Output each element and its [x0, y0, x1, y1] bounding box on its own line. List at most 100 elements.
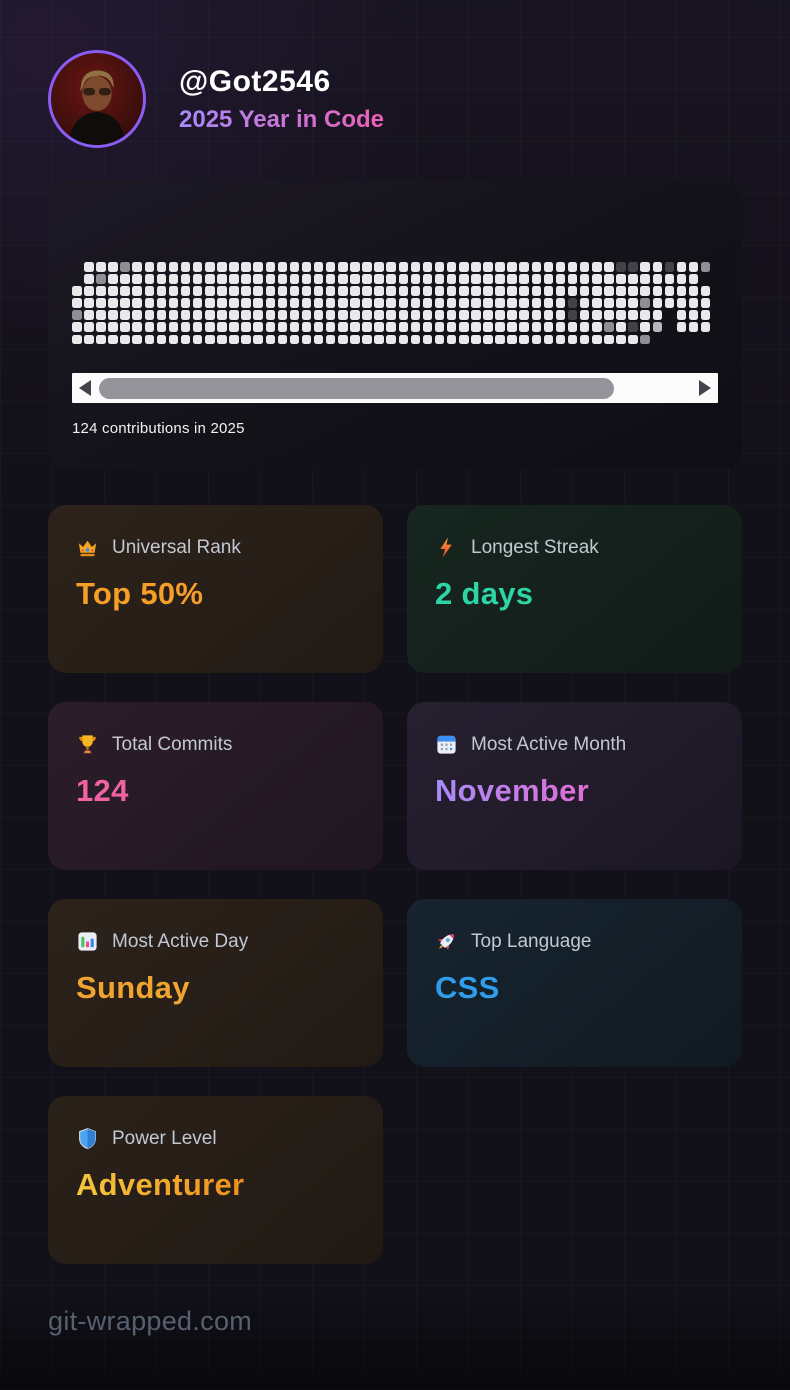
contribution-cell	[579, 286, 590, 296]
stat-value: Adventurer	[76, 1167, 245, 1202]
horizontal-scrollbar[interactable]	[72, 373, 718, 404]
contribution-cell	[313, 334, 324, 345]
contribution-cell	[144, 262, 155, 272]
username: @Got2546	[179, 64, 331, 98]
contribution-cell	[459, 262, 469, 272]
contribution-cell	[507, 262, 517, 272]
contribution-cell	[604, 274, 614, 284]
contribution-cell	[604, 262, 614, 272]
contribution-cell	[592, 310, 602, 320]
contribution-cell	[132, 298, 142, 308]
contribution-cell	[567, 310, 578, 320]
stat-value: Top 50%	[76, 576, 204, 611]
contribution-cell	[434, 286, 445, 296]
contribution-cell	[362, 262, 372, 272]
contribution-cell	[180, 322, 191, 332]
contribution-cell	[120, 310, 130, 320]
contribution-cell	[700, 322, 711, 332]
contribution-cell	[96, 334, 106, 345]
contribution-cell	[84, 262, 94, 272]
stat-card-longest-streak: Longest Streak 2 days	[407, 505, 742, 673]
contribution-cell	[579, 274, 590, 284]
contribution-cell	[301, 310, 312, 320]
contribution-cell	[374, 274, 384, 284]
contribution-cell	[567, 262, 578, 272]
contribution-cell	[325, 334, 336, 345]
contribution-cell	[700, 298, 711, 308]
stat-value: CSS	[435, 970, 500, 1005]
stat-card-universal-rank: Universal Rank Top 50%	[48, 505, 383, 673]
contribution-cell	[265, 286, 275, 296]
contribution-cell	[132, 262, 142, 272]
contribution-cell	[664, 298, 675, 308]
contribution-cell	[96, 310, 106, 320]
contribution-cell	[156, 286, 167, 296]
contribution-cell	[84, 310, 94, 320]
contribution-cell	[446, 334, 457, 345]
contribution-cell	[84, 286, 94, 296]
contribution-cell	[422, 286, 433, 296]
contribution-cell	[253, 334, 263, 345]
contribution-cell	[168, 334, 179, 345]
contribution-cell	[265, 274, 275, 284]
contribution-cell	[265, 298, 275, 308]
contribution-cell	[132, 334, 142, 345]
contribution-cell	[700, 262, 711, 272]
contribution-cell	[579, 334, 590, 345]
contribution-cell	[192, 334, 203, 345]
contribution-cell	[446, 322, 457, 332]
contribution-cell	[96, 322, 106, 332]
contribution-cell	[386, 310, 396, 320]
contribution-cell	[350, 262, 360, 272]
contribution-cell	[241, 286, 251, 296]
contribution-cell	[398, 310, 409, 320]
contribution-cell	[543, 286, 554, 296]
contribution-cell	[628, 274, 638, 284]
stat-card-most-active-day: Most Active Day Sunday	[48, 899, 383, 1067]
contribution-cell	[640, 286, 650, 296]
contribution-cell	[676, 310, 687, 320]
contribution-cell	[531, 286, 542, 296]
contribution-cell	[398, 298, 409, 308]
contribution-cell	[168, 298, 179, 308]
contribution-cell	[604, 298, 614, 308]
contribution-cell	[301, 274, 312, 284]
contribution-cell	[313, 274, 324, 284]
contribution-cell	[313, 286, 324, 296]
contribution-cell	[640, 274, 650, 284]
scroll-right-arrow-icon[interactable]	[699, 380, 711, 397]
contribution-cell	[519, 262, 529, 272]
contribution-cell	[688, 262, 699, 272]
contributions-card: 124 contributions in 2025	[48, 180, 742, 468]
page-title: 2025 Year in Code	[179, 105, 385, 133]
contribution-cell	[72, 286, 82, 296]
bar-chart-icon	[78, 932, 97, 951]
contribution-cell	[253, 322, 263, 332]
contribution-cell	[555, 322, 566, 332]
contribution-cell	[289, 322, 300, 332]
contribution-cell	[676, 274, 687, 284]
stat-label-row: Most Active Month	[435, 733, 714, 756]
scrollbar-track[interactable]	[99, 377, 691, 399]
contribution-cell	[531, 334, 542, 345]
contribution-cell	[604, 286, 614, 296]
contribution-cell	[579, 310, 590, 320]
stat-label-row: Total Commits	[76, 733, 355, 756]
contribution-cell	[301, 334, 312, 345]
contribution-cell	[192, 298, 203, 308]
contribution-cell	[241, 310, 251, 320]
contribution-cell	[374, 262, 384, 272]
contribution-cell	[386, 322, 396, 332]
contribution-cell	[350, 334, 360, 345]
scrollbar-thumb[interactable]	[99, 377, 615, 399]
contribution-cell	[362, 310, 372, 320]
contribution-cell	[688, 286, 699, 296]
scroll-left-arrow-icon[interactable]	[79, 380, 91, 397]
contribution-cell	[325, 262, 336, 272]
contribution-cell	[688, 322, 699, 332]
contribution-cell	[471, 334, 481, 345]
contribution-cell	[495, 274, 505, 284]
stat-card-power-level: Power Level Adventurer	[48, 1096, 383, 1264]
stat-card-total-commits: Total Commits 124	[48, 702, 383, 870]
contribution-cell	[688, 274, 699, 284]
